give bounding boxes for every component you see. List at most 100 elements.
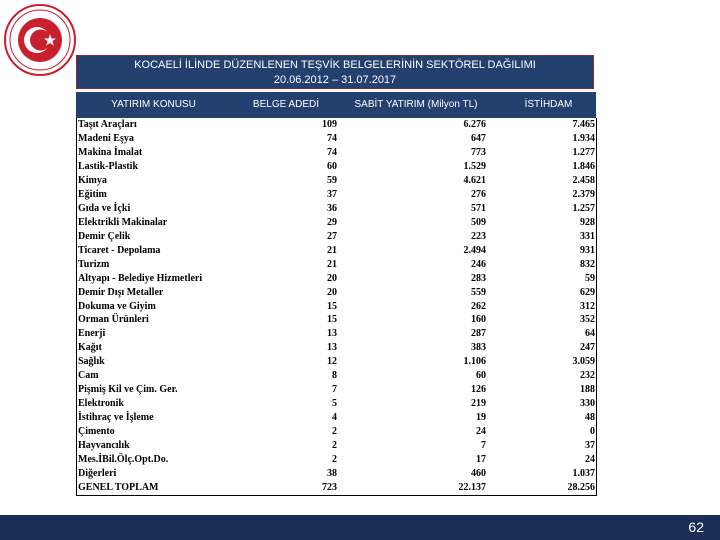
sector-name: Elektronik xyxy=(78,398,124,410)
employment: 312 xyxy=(580,300,595,312)
employment: 1.846 xyxy=(572,160,596,172)
certificate-count: 15 xyxy=(327,300,337,312)
sector-name: Diğerleri xyxy=(78,468,117,480)
employment: 1.257 xyxy=(572,202,596,214)
fixed-investment: 246 xyxy=(471,258,486,270)
fixed-investment: 7 xyxy=(481,440,486,452)
fixed-investment: 383 xyxy=(471,342,486,354)
fixed-investment: 17 xyxy=(476,454,486,466)
sector-name: Pişmiş Kil ve Çim. Ger. xyxy=(78,384,178,396)
employment: 28.256 xyxy=(567,482,596,494)
fixed-investment: 276 xyxy=(471,188,486,200)
certificate-count: 29 xyxy=(327,216,337,228)
sector-name: Dokuma ve Giyim xyxy=(78,300,156,312)
fixed-investment: 460 xyxy=(471,468,486,480)
fixed-investment: 126 xyxy=(471,384,486,396)
employment: 331 xyxy=(580,230,595,242)
sector-name: Cam xyxy=(78,370,99,382)
sector-name: Demir Dışı Metaller xyxy=(78,286,164,298)
sector-name: Eğitim xyxy=(78,188,107,200)
sector-name: Ticaret - Depolama xyxy=(78,244,161,256)
certificate-count: 20 xyxy=(327,272,337,284)
employment: 928 xyxy=(580,216,595,228)
certificate-count: 60 xyxy=(327,160,337,172)
certificate-count: 36 xyxy=(327,202,337,214)
table-body: Taşıt Araçları 109 6.276 7.465 Madeni Eşya 74… xyxy=(76,118,597,496)
fixed-investment: 219 xyxy=(471,398,486,410)
fixed-investment: 60 xyxy=(476,370,486,382)
sector-name: GENEL TOPLAM xyxy=(78,482,159,494)
sector-name: Hayvancılık xyxy=(78,440,130,452)
fixed-investment: 2.494 xyxy=(463,244,487,256)
certificate-count: 8 xyxy=(332,370,337,382)
certificate-count: 2 xyxy=(332,454,337,466)
sector-name: Kimya xyxy=(78,174,107,186)
employment: 247 xyxy=(580,342,595,354)
fixed-investment: 1.106 xyxy=(463,356,487,368)
sector-name: İstihraç ve İşleme xyxy=(78,412,154,424)
certificate-count: 109 xyxy=(322,119,337,130)
employment: 931 xyxy=(580,244,595,256)
fixed-investment: 283 xyxy=(471,272,486,284)
certificate-count: 37 xyxy=(327,188,337,200)
sector-name: Makina İmalat xyxy=(78,146,143,158)
sector-name: Turizm xyxy=(78,258,110,270)
certificate-count: 59 xyxy=(327,174,337,186)
certificate-count: 2 xyxy=(332,440,337,452)
fixed-investment: 571 xyxy=(471,202,486,214)
certificate-count: 2 xyxy=(332,426,337,438)
footer-bar: 62 xyxy=(0,515,720,540)
fixed-investment: 262 xyxy=(471,300,486,312)
certificate-count: 20 xyxy=(327,286,337,298)
column-header: SABİT YATIRIM (Milyon TL) xyxy=(354,99,478,110)
employment: 2.379 xyxy=(572,188,596,200)
employment: 7.465 xyxy=(572,119,596,130)
fixed-investment: 559 xyxy=(471,286,486,298)
sector-name: Taşıt Araçları xyxy=(78,119,137,130)
logo xyxy=(4,4,76,76)
fixed-investment: 287 xyxy=(471,328,486,340)
column-header: BELGE ADEDİ xyxy=(252,99,320,110)
employment: 64 xyxy=(585,328,595,340)
certificate-count: 5 xyxy=(332,398,337,410)
fixed-investment: 509 xyxy=(471,216,486,228)
employment: 0 xyxy=(590,426,595,438)
fixed-investment: 6.276 xyxy=(463,119,487,130)
sector-name: Gıda ve İçki xyxy=(78,202,131,214)
employment: 2.458 xyxy=(572,174,596,186)
employment: 629 xyxy=(580,286,595,298)
fixed-investment: 22.137 xyxy=(458,482,487,494)
sector-name: Elektrikli Makinalar xyxy=(78,216,168,228)
employment: 1.934 xyxy=(572,132,596,144)
column-header: İSTİHDAM xyxy=(524,99,573,110)
certificate-count: 74 xyxy=(327,132,337,144)
subtitle: 20.06.2012 – 31.07.2017 xyxy=(273,74,397,86)
sector-name: Madeni Eşya xyxy=(78,132,134,144)
sector-name: Kağıt xyxy=(78,342,102,354)
title: KOCAELİ İLİNDE DÜZENLENEN TEŞVİK BELGELE… xyxy=(134,59,536,71)
certificate-count: 38 xyxy=(327,468,337,480)
fixed-investment: 19 xyxy=(476,412,486,424)
table-header: YATIRIM KONUSU BELGE ADEDİ SABİT YATIRIM (… xyxy=(76,92,596,118)
employment: 352 xyxy=(580,314,595,326)
certificate-count: 13 xyxy=(327,342,337,354)
employment: 330 xyxy=(580,398,595,410)
fixed-investment: 4.621 xyxy=(463,174,487,186)
sector-name: Orman Ürünleri xyxy=(78,314,149,326)
certificate-count: 13 xyxy=(327,328,337,340)
fixed-investment: 647 xyxy=(471,132,486,144)
certificate-count: 7 xyxy=(332,384,337,396)
employment: 48 xyxy=(585,412,595,424)
employment: 832 xyxy=(580,258,595,270)
sector-name: Mes.İBil.Ölç.Opt.Do. xyxy=(78,454,169,466)
fixed-investment: 24 xyxy=(476,426,486,438)
page-number: 62 xyxy=(688,519,704,535)
fixed-investment: 1.529 xyxy=(463,160,487,172)
certificate-count: 74 xyxy=(327,146,337,158)
fixed-investment: 223 xyxy=(471,230,486,242)
column-header: YATIRIM KONUSU xyxy=(111,99,196,110)
sector-name: Lastik-Plastik xyxy=(78,160,139,172)
title-box: KOCAELİ İLİNDE DÜZENLENEN TEŞVİK BELGELE… xyxy=(76,55,594,89)
certificate-count: 723 xyxy=(322,482,337,494)
certificate-count: 21 xyxy=(327,258,337,270)
